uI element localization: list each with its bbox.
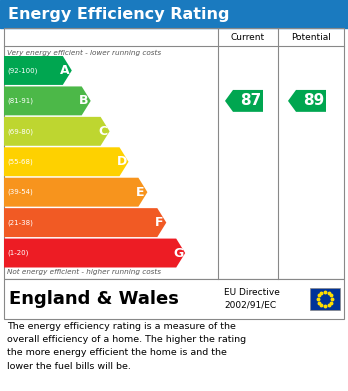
Polygon shape xyxy=(4,56,72,85)
Polygon shape xyxy=(225,90,263,112)
Text: B: B xyxy=(79,94,88,108)
Polygon shape xyxy=(4,147,128,176)
Text: C: C xyxy=(98,125,107,138)
Polygon shape xyxy=(288,90,326,112)
Text: (55-68): (55-68) xyxy=(7,158,33,165)
Text: Potential: Potential xyxy=(291,32,331,41)
Polygon shape xyxy=(4,208,166,237)
Text: G: G xyxy=(173,247,183,260)
Text: A: A xyxy=(60,64,70,77)
Polygon shape xyxy=(4,239,185,267)
Text: 87: 87 xyxy=(240,93,262,108)
Text: 89: 89 xyxy=(303,93,325,108)
Text: F: F xyxy=(155,216,164,229)
Text: (1-20): (1-20) xyxy=(7,250,29,256)
Text: D: D xyxy=(116,155,127,168)
Text: (81-91): (81-91) xyxy=(7,98,33,104)
Text: (21-38): (21-38) xyxy=(7,219,33,226)
Text: Very energy efficient - lower running costs: Very energy efficient - lower running co… xyxy=(7,50,161,56)
Text: England & Wales: England & Wales xyxy=(9,290,179,308)
Bar xyxy=(310,288,340,310)
Polygon shape xyxy=(4,117,110,146)
Text: Not energy efficient - higher running costs: Not energy efficient - higher running co… xyxy=(7,269,161,275)
Bar xyxy=(4,279,344,319)
Polygon shape xyxy=(4,86,91,115)
Text: Energy Efficiency Rating: Energy Efficiency Rating xyxy=(8,7,229,22)
Text: EU Directive
2002/91/EC: EU Directive 2002/91/EC xyxy=(224,288,280,310)
Text: (39-54): (39-54) xyxy=(7,189,33,196)
Bar xyxy=(0,0,348,28)
Polygon shape xyxy=(4,178,148,206)
Text: E: E xyxy=(136,186,145,199)
Bar xyxy=(4,28,344,279)
Text: Current: Current xyxy=(231,32,265,41)
Text: The energy efficiency rating is a measure of the
overall efficiency of a home. T: The energy efficiency rating is a measur… xyxy=(7,322,246,371)
Text: (92-100): (92-100) xyxy=(7,67,37,74)
Text: (69-80): (69-80) xyxy=(7,128,33,135)
